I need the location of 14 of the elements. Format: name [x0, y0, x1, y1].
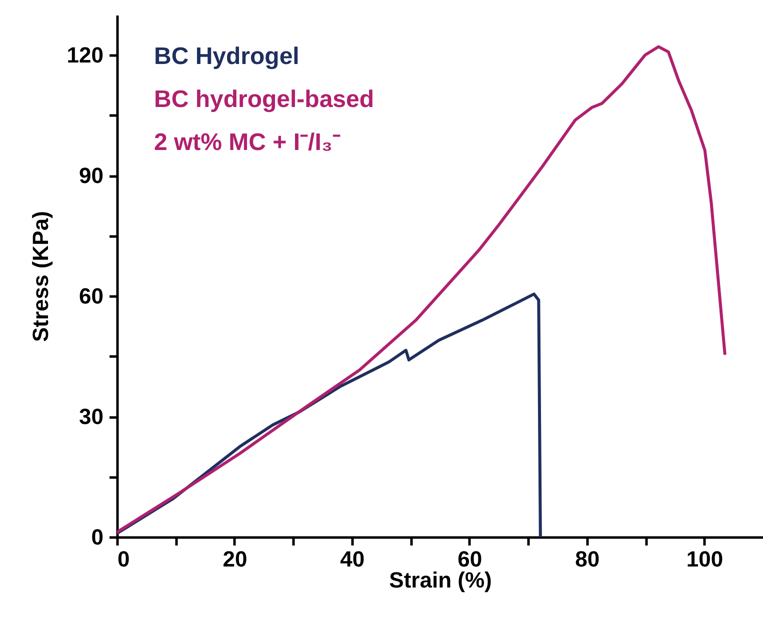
x-tick-label: 20 [222, 546, 248, 572]
x-tick-label: 40 [340, 546, 365, 572]
y-tick-label: 90 [79, 163, 104, 188]
y-axis-title: Stress (KPa) [28, 211, 53, 342]
y-tick-label: 120 [66, 42, 104, 68]
text: BC hydrogel-based 2 wt% MC + I⁻/I₃⁻ [154, 86, 374, 156]
y-tick-label: 60 [79, 284, 104, 309]
y-tick-label: 0 [91, 524, 104, 550]
line-series [117, 45, 726, 534]
text: BC Hydrogel [154, 43, 300, 70]
x-tick-label: 100 [686, 546, 724, 572]
x-tick-label: 0 [118, 546, 130, 572]
x-tick-label: 80 [575, 546, 600, 572]
y-tick-label: 30 [79, 404, 104, 430]
